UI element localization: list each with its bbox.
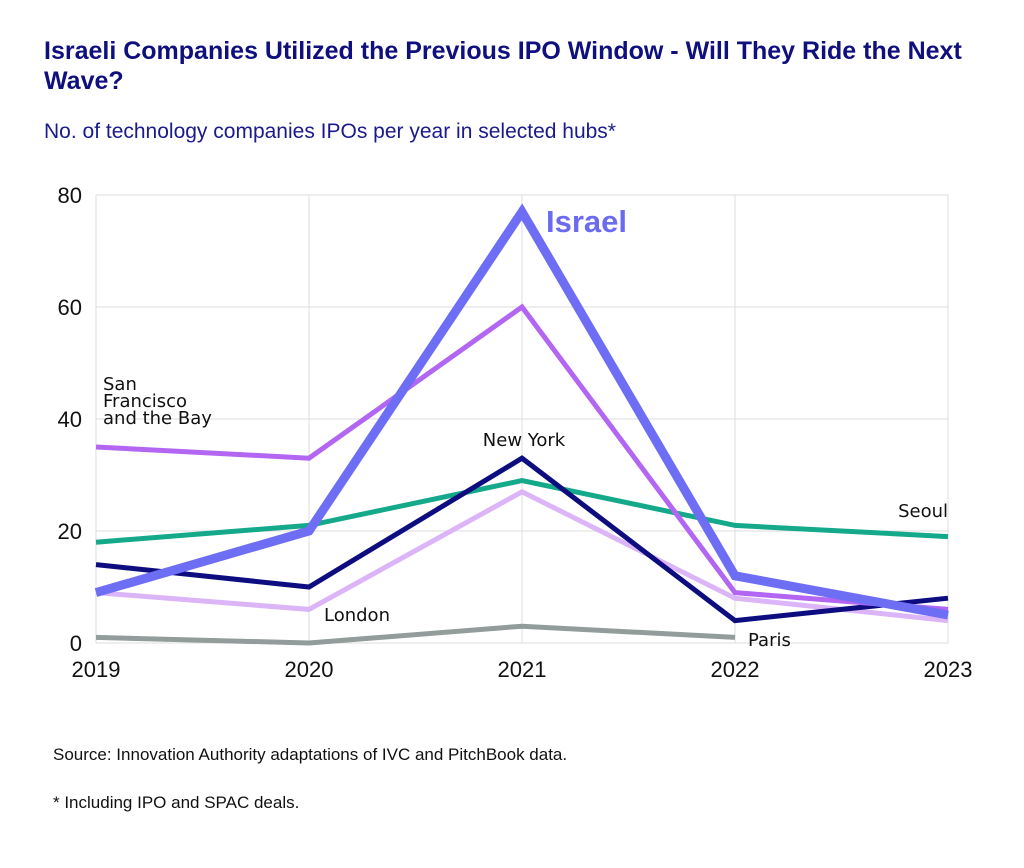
- series-label-israel: Israel: [546, 204, 627, 239]
- y-axis-ticks: 0 20 40 60 80: [58, 183, 82, 656]
- series-labels: Paris London Seoul New York SanFranciscoand …: [103, 204, 948, 651]
- x-tick-label: 2019: [72, 657, 121, 682]
- chart-subtitle: No. of technology companies IPOs per yea…: [44, 120, 616, 143]
- source-note: Source: Innovation Authority adaptations…: [53, 745, 568, 764]
- series-label-san-francisco-and-the-bay: Francisco: [103, 391, 187, 412]
- footnote: * Including IPO and SPAC deals.: [53, 793, 300, 812]
- y-tick-label: 80: [58, 183, 82, 208]
- series-label-new-york: New York: [483, 430, 566, 451]
- series-line-seoul: [95, 478, 949, 545]
- x-axis-ticks: 2019 2020 2021 2022 2023: [72, 657, 973, 682]
- x-tick-label: 2022: [711, 657, 760, 682]
- series-label-seoul: Seoul: [898, 501, 948, 522]
- x-tick-label: 2021: [498, 657, 547, 682]
- series-line-israel: [94, 203, 949, 620]
- series-label-san-francisco-and-the-bay: San: [103, 374, 137, 395]
- series-line-london: [95, 488, 949, 624]
- y-tick-label: 20: [58, 519, 82, 544]
- x-tick-label: 2023: [924, 657, 973, 682]
- series-label-paris: Paris: [748, 630, 791, 651]
- series-label-london: London: [324, 605, 390, 626]
- x-tick-label: 2020: [285, 657, 334, 682]
- y-tick-label: 40: [58, 407, 82, 432]
- series-line-paris: [95, 623, 736, 646]
- series-line-new-york: [95, 455, 949, 624]
- series-lines: [94, 203, 949, 646]
- y-tick-label: 0: [70, 631, 82, 656]
- chart-title: Israeli Companies Utilized the Previous …: [44, 37, 962, 95]
- series-label-san-francisco-and-the-bay: and the Bay: [103, 408, 212, 429]
- series-line-san-francisco-and-the-bay: [95, 303, 949, 612]
- y-tick-label: 60: [58, 295, 82, 320]
